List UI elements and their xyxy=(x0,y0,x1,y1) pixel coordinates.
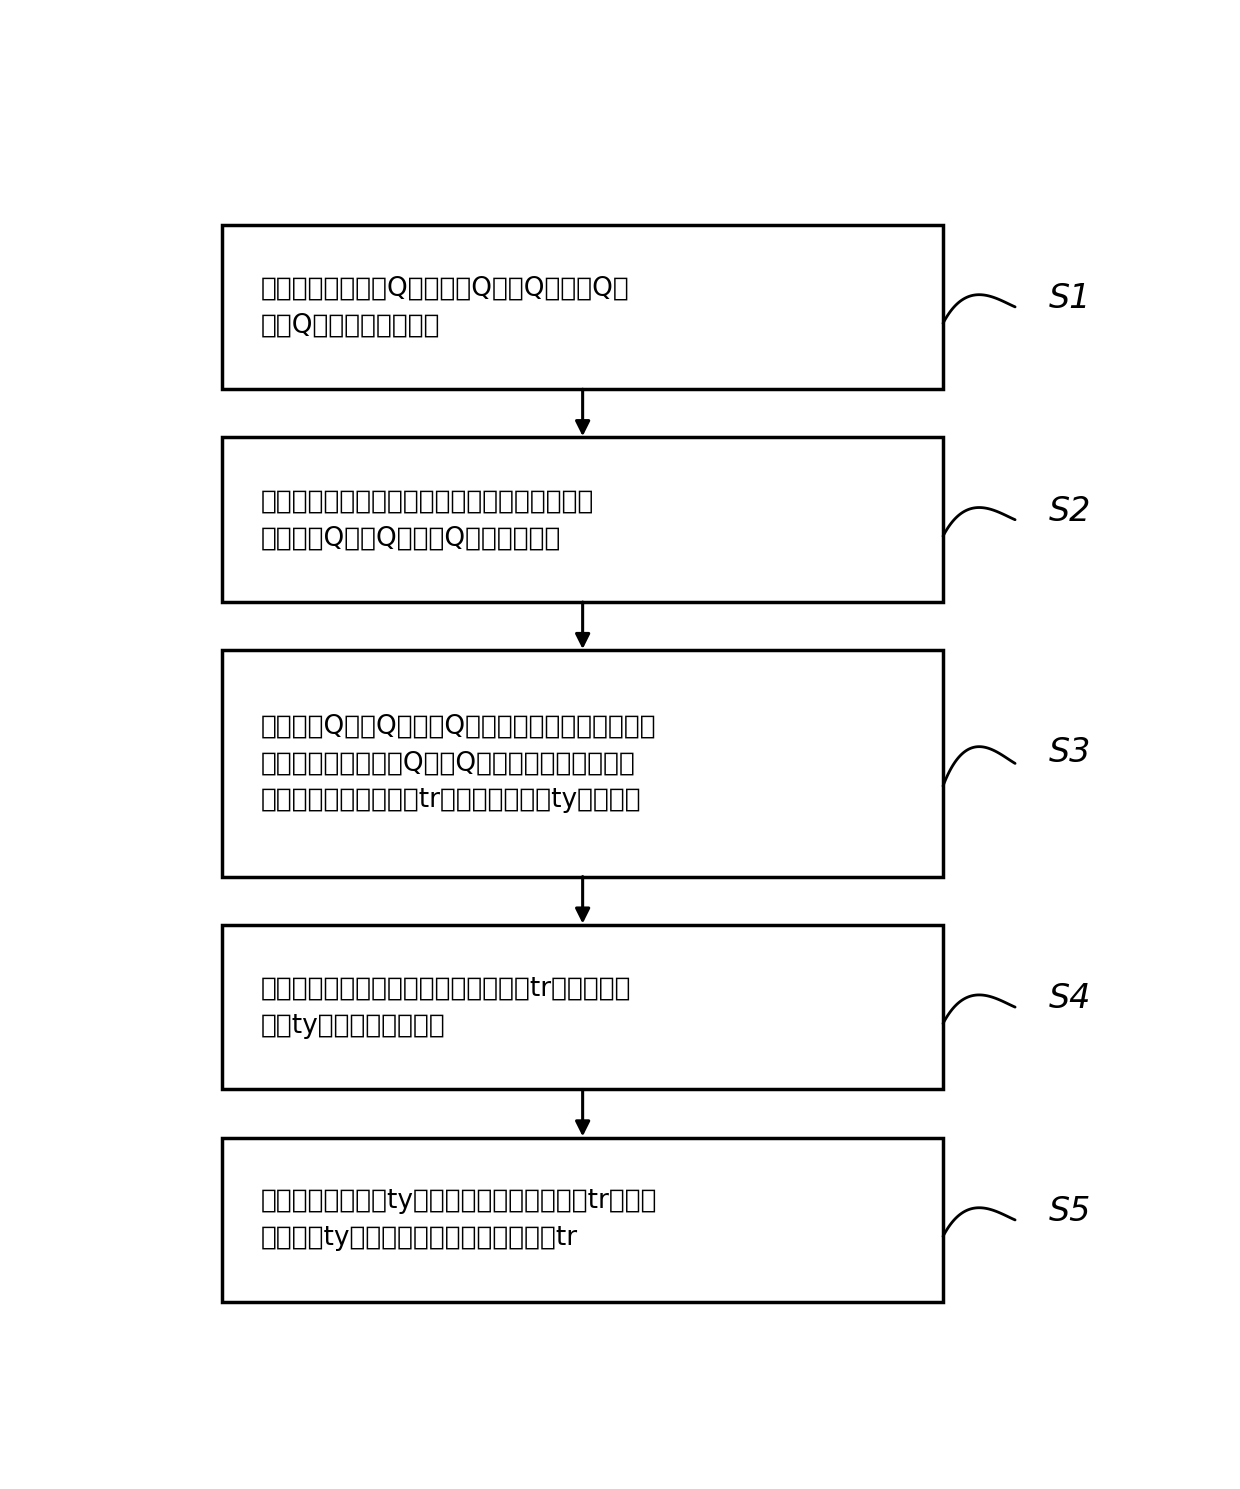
Bar xyxy=(222,925,942,1090)
Text: S5: S5 xyxy=(1049,1196,1091,1228)
Text: S2: S2 xyxy=(1049,494,1091,529)
Text: 通过仿真模拟对获得的煅烧段烟气温度tr与窑尾烟气
温度ty的关系式进行验证: 通过仿真模拟对获得的煅烧段烟气温度tr与窑尾烟气 温度ty的关系式进行验证 xyxy=(260,975,631,1039)
Text: S1: S1 xyxy=(1049,281,1091,316)
Bar xyxy=(222,225,942,389)
Text: S3: S3 xyxy=(1049,736,1091,768)
Bar xyxy=(222,1138,942,1303)
Text: 构建回转窑内关于Q二次风、Q燃、Q烟气、Q壁
以及Q物料的热平衡模型: 构建回转窑内关于Q二次风、Q燃、Q烟气、Q壁 以及Q物料的热平衡模型 xyxy=(260,275,630,338)
Text: S4: S4 xyxy=(1049,983,1091,1015)
Text: 通过回转窑稳定工作时的参数计算出所述热平衡
模型中的Q壁、Q物料和Q二次风的数值: 通过回转窑稳定工作时的参数计算出所述热平衡 模型中的Q壁、Q物料和Q二次风的数值 xyxy=(260,488,594,551)
Text: 将获得的Q壁、Q物料和Q二次风的数值代入回转窑热
量平衡模型中，获得Q燃和Q烟气之间的关系式，进
而获得煅烧段烟气温度tr与窑尾烟气温度ty的关系式: 将获得的Q壁、Q物料和Q二次风的数值代入回转窑热 量平衡模型中，获得Q燃和Q烟气… xyxy=(260,713,656,813)
Bar xyxy=(222,651,942,877)
Bar xyxy=(222,438,942,602)
Text: 测量窑尾烟气温度ty，并通过煅烧段烟气温度tr与窑尾
烟气温度ty的关系式获得煅烧段烟气温度tr: 测量窑尾烟气温度ty，并通过煅烧段烟气温度tr与窑尾 烟气温度ty的关系式获得煅… xyxy=(260,1188,657,1251)
